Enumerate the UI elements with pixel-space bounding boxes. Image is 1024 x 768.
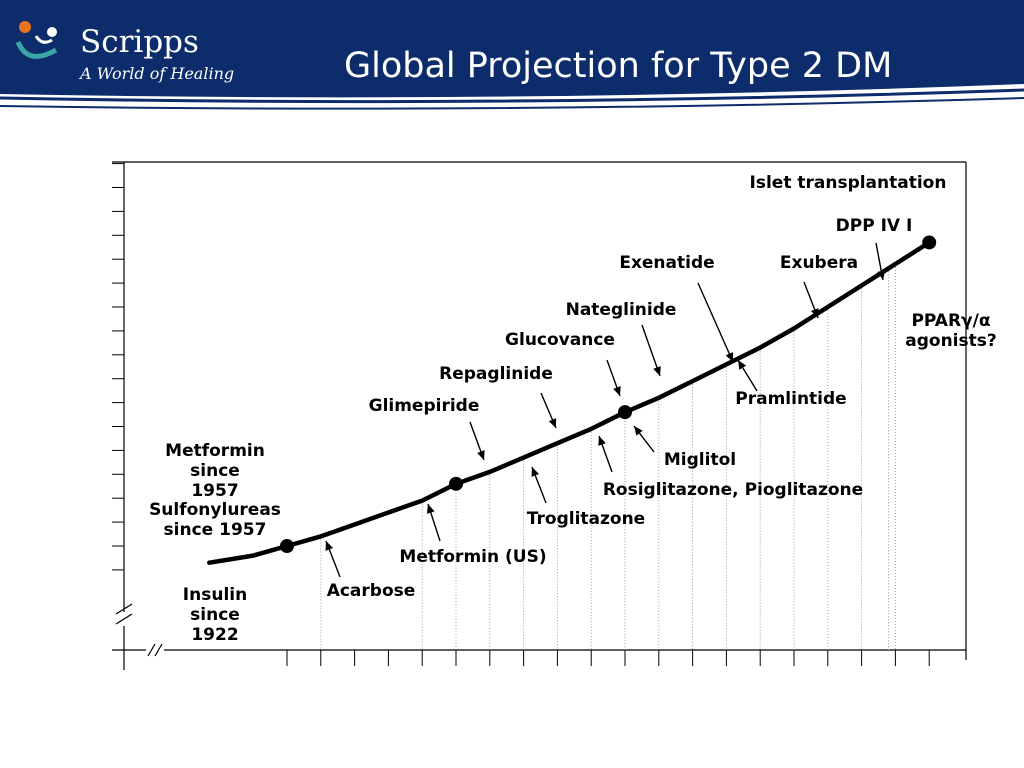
data-point-marker <box>618 405 632 420</box>
annotation-line: Metformin <box>165 441 265 461</box>
annotation-line: 1957 <box>191 481 238 501</box>
data-point-marker <box>449 476 463 491</box>
annotation-label: Glimepiride <box>369 396 480 416</box>
annotation-label: Nateglinide <box>566 300 677 320</box>
annotation-arrowhead <box>653 366 661 376</box>
annotation-arrowhead <box>477 450 485 460</box>
annotation-arrowhead <box>426 504 435 514</box>
annotation-label: Acarbose <box>327 581 416 601</box>
annotation-arrowhead <box>877 270 886 280</box>
annotation-label: Insulin since 1922 <box>183 585 247 645</box>
annotation-line: Sulfonylureas <box>149 500 281 520</box>
annotation-label: Repaglinide <box>439 364 553 384</box>
annotation-line: PPARγ/α <box>911 311 990 331</box>
annotation-label: Rosiglitazone, Pioglitazone <box>603 480 863 500</box>
annotation-line: Insulin <box>183 585 247 605</box>
annotation-label: Glucovance <box>505 330 615 350</box>
annotation-line: Exenatide <box>619 253 714 273</box>
annotation-label: Metformin since 1957 <box>165 441 265 501</box>
banner-swoosh-1 <box>0 88 1024 104</box>
y-axis-break-mark <box>115 603 133 615</box>
y-axis-break-mark <box>115 613 133 625</box>
annotation-arrowhead <box>548 418 557 428</box>
annotation-arrowhead <box>725 352 734 362</box>
annotation-arrowhead <box>738 360 747 370</box>
annotation-line: Rosiglitazone, Pioglitazone <box>603 480 863 500</box>
annotation-line: since 1957 <box>164 520 267 540</box>
annotation-arrowhead <box>325 541 333 551</box>
banner-swoosh-2 <box>0 97 1024 110</box>
banner-fill <box>0 0 1024 98</box>
annotation-arrowhead <box>613 386 621 396</box>
annotation-label: Metformin (US) <box>399 547 546 567</box>
annotation-label: Sulfonylureas since 1957 <box>149 500 281 540</box>
annotation-arrow <box>641 324 661 377</box>
series-line <box>207 240 932 565</box>
annotation-line: 1922 <box>191 625 238 645</box>
annotation-line: Exubera <box>780 253 858 273</box>
annotation-line: Nateglinide <box>566 300 677 320</box>
annotation-line: Acarbose <box>327 581 416 601</box>
logo-tagline: A World of Healing <box>80 64 235 83</box>
annotation-line: Glucovance <box>505 330 615 350</box>
x-axis-break-mark <box>147 643 156 657</box>
annotation-label: PPARγ/α agonists? <box>905 311 996 351</box>
annotation-line: agonists? <box>905 331 996 351</box>
annotation-arrow <box>697 282 734 363</box>
annotation-line: since <box>190 461 240 481</box>
annotation-line: Miglitol <box>664 450 736 470</box>
annotation-line: Metformin (US) <box>399 547 546 567</box>
annotation-label: Troglitazone <box>527 509 645 529</box>
data-point-marker <box>280 539 294 553</box>
annotation-arrowhead <box>811 308 819 318</box>
header-banner: Scripps A World of Healing Global Projec… <box>0 0 1024 120</box>
annotation-label: Pramlintide <box>735 389 846 409</box>
slide-title: Global Projection for Type 2 DM <box>344 46 893 86</box>
annotation-label: Exubera <box>780 253 858 273</box>
x-axis-break-mark <box>154 643 163 657</box>
banner-background <box>0 0 1024 110</box>
annotation-arrowhead <box>634 426 643 436</box>
annotation-label: Miglitol <box>664 450 736 470</box>
annotation-label: Exenatide <box>619 253 714 273</box>
annotation-line: DPP IV I <box>836 216 913 236</box>
annotation-line: Troglitazone <box>527 509 645 529</box>
scripps-logo-icon <box>15 21 58 59</box>
annotation-label: DPP IV I <box>836 216 913 236</box>
annotation-line: Islet transplantation <box>750 173 947 193</box>
data-point-marker <box>922 235 937 250</box>
annotation-line: since <box>190 605 240 625</box>
annotation-arrowhead <box>531 467 539 477</box>
annotation-line: Pramlintide <box>735 389 846 409</box>
annotation-arrowhead <box>598 436 606 446</box>
annotation-line: Repaglinide <box>439 364 553 384</box>
logo-name: Scripps <box>80 24 199 60</box>
annotation-label: Islet transplantation <box>750 173 947 193</box>
annotation-line: Glimepiride <box>369 396 480 416</box>
